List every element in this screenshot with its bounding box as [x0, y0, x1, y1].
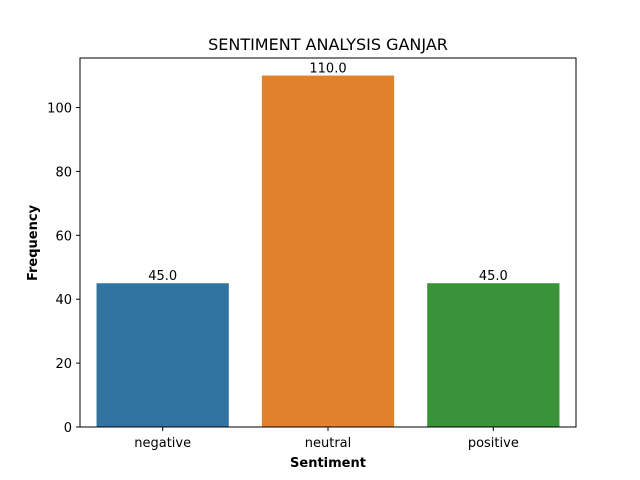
data-label-negative: 45.0: [148, 269, 177, 284]
y-tick-label-60: 60: [55, 229, 72, 244]
x-tick-label-positive: positive: [468, 436, 519, 451]
x-tick-label-negative: negative: [134, 436, 191, 451]
y-tick-label-80: 80: [55, 165, 72, 180]
chart-title: SENTIMENT ANALYSIS GANJAR: [208, 35, 448, 54]
y-tick-label-40: 40: [55, 293, 72, 308]
data-labels-layer: 45.0 110.0 45.0: [148, 62, 508, 285]
data-label-positive: 45.0: [479, 269, 508, 284]
y-tick-label-0: 0: [64, 421, 72, 436]
x-axis-label: Sentiment: [290, 456, 366, 471]
bar-neutral: [261, 75, 395, 428]
y-tick-label-20: 20: [55, 357, 72, 372]
bars-layer: [96, 75, 560, 428]
bar-positive: [427, 283, 560, 427]
y-tick-label-100: 100: [47, 102, 72, 117]
data-label-neutral: 110.0: [309, 62, 346, 77]
bar-negative: [96, 283, 229, 427]
x-axis-ticks: negative neutral positive: [134, 427, 519, 451]
plot-frame: [79, 57, 577, 428]
y-axis-label: Frequency: [26, 204, 41, 281]
y-axis-ticks: 0 20 40 60 80 100: [47, 102, 80, 436]
x-tick-label-neutral: neutral: [305, 436, 352, 451]
